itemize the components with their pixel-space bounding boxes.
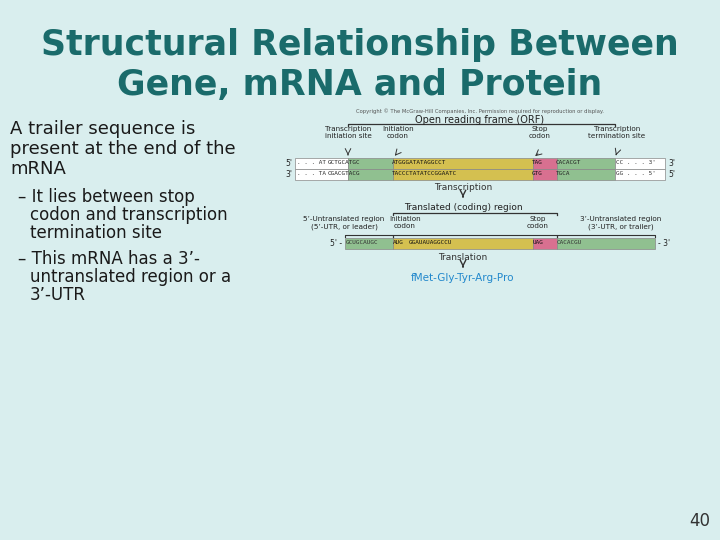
Text: UAG: UAG <box>533 240 544 245</box>
Bar <box>557 238 655 249</box>
Text: CC . . . 3': CC . . . 3' <box>616 160 656 165</box>
Text: 3’-Untranslated region
(3’-UTR, or trailer): 3’-Untranslated region (3’-UTR, or trail… <box>580 216 662 229</box>
Text: Translated (coding) region: Translated (coding) region <box>404 203 522 212</box>
Text: A trailer sequence is: A trailer sequence is <box>10 120 195 138</box>
Bar <box>393 169 533 180</box>
Text: Initiation
codon: Initiation codon <box>390 216 420 229</box>
Text: Initiation
codon: Initiation codon <box>382 126 414 139</box>
Text: – This mRNA has a 3’-: – This mRNA has a 3’- <box>18 250 200 268</box>
Text: 5': 5' <box>668 170 675 179</box>
Text: . . . TA: . . . TA <box>297 171 326 176</box>
Text: 3': 3' <box>668 159 675 168</box>
Text: GTG: GTG <box>532 171 543 176</box>
Text: GGAUAUAGGCCU: GGAUAUAGGCCU <box>409 240 452 245</box>
Bar <box>345 238 393 249</box>
Bar <box>295 158 348 169</box>
Text: Gene, mRNA and Protein: Gene, mRNA and Protein <box>117 68 603 102</box>
Bar <box>295 169 348 180</box>
Text: TGCA: TGCA <box>556 171 570 176</box>
Bar <box>557 158 615 169</box>
Bar <box>557 169 615 180</box>
Text: Stop
codon: Stop codon <box>527 216 549 229</box>
Text: GCTGCATGC: GCTGCATGC <box>328 160 361 165</box>
Text: 5' -: 5' - <box>330 239 342 248</box>
Bar <box>533 158 557 169</box>
Bar <box>393 238 533 249</box>
Text: Copyright © The McGraw-Hill Companies, Inc. Permission required for reproduction: Copyright © The McGraw-Hill Companies, I… <box>356 108 604 113</box>
Text: CACACGT: CACACGT <box>556 160 581 165</box>
Text: 3’-UTR: 3’-UTR <box>30 286 86 304</box>
Text: termination site: termination site <box>30 224 162 242</box>
Text: 3': 3' <box>285 170 292 179</box>
Text: GCUGCAUGC: GCUGCAUGC <box>346 240 379 245</box>
Bar <box>615 169 665 180</box>
Text: untranslated region or a: untranslated region or a <box>30 268 231 286</box>
Text: – It lies between stop: – It lies between stop <box>18 188 194 206</box>
Text: . . . AT: . . . AT <box>297 160 326 165</box>
Text: fMet-Gly-Tyr-Arg-Pro: fMet-Gly-Tyr-Arg-Pro <box>411 273 515 283</box>
Text: Structural Relationship Between: Structural Relationship Between <box>41 28 679 62</box>
Text: TACCCTATATCCGGAATC: TACCCTATATCCGGAATC <box>392 171 457 176</box>
Text: - 3': - 3' <box>658 239 670 248</box>
Text: 5': 5' <box>285 159 292 168</box>
Bar <box>615 158 665 169</box>
Bar <box>348 169 393 180</box>
Text: 40: 40 <box>689 512 710 530</box>
Bar <box>393 158 533 169</box>
Text: AUG: AUG <box>393 240 404 245</box>
Text: Translation: Translation <box>438 253 487 262</box>
Text: 5’-Untranslated region
(5’-UTR, or leader): 5’-Untranslated region (5’-UTR, or leade… <box>303 216 384 229</box>
Text: CGACGTACG: CGACGTACG <box>328 171 361 176</box>
Text: present at the end of the: present at the end of the <box>10 140 235 158</box>
Text: GG . . . 5': GG . . . 5' <box>616 171 656 176</box>
Bar <box>533 169 557 180</box>
Text: mRNA: mRNA <box>10 160 66 178</box>
Text: codon and transcription: codon and transcription <box>30 206 228 224</box>
Text: Stop
codon: Stop codon <box>529 126 551 139</box>
Text: ATGGGATATAGGCCT: ATGGGATATAGGCCT <box>392 160 446 165</box>
Text: Transcription
initiation site: Transcription initiation site <box>325 126 372 139</box>
Bar <box>533 238 557 249</box>
Text: Transcription
termination site: Transcription termination site <box>588 126 646 139</box>
Text: TAG: TAG <box>532 160 543 165</box>
Text: Transcription: Transcription <box>434 183 492 192</box>
Text: Open reading frame (ORF): Open reading frame (ORF) <box>415 115 544 125</box>
Text: CACACGU: CACACGU <box>557 240 582 245</box>
Bar <box>348 158 393 169</box>
